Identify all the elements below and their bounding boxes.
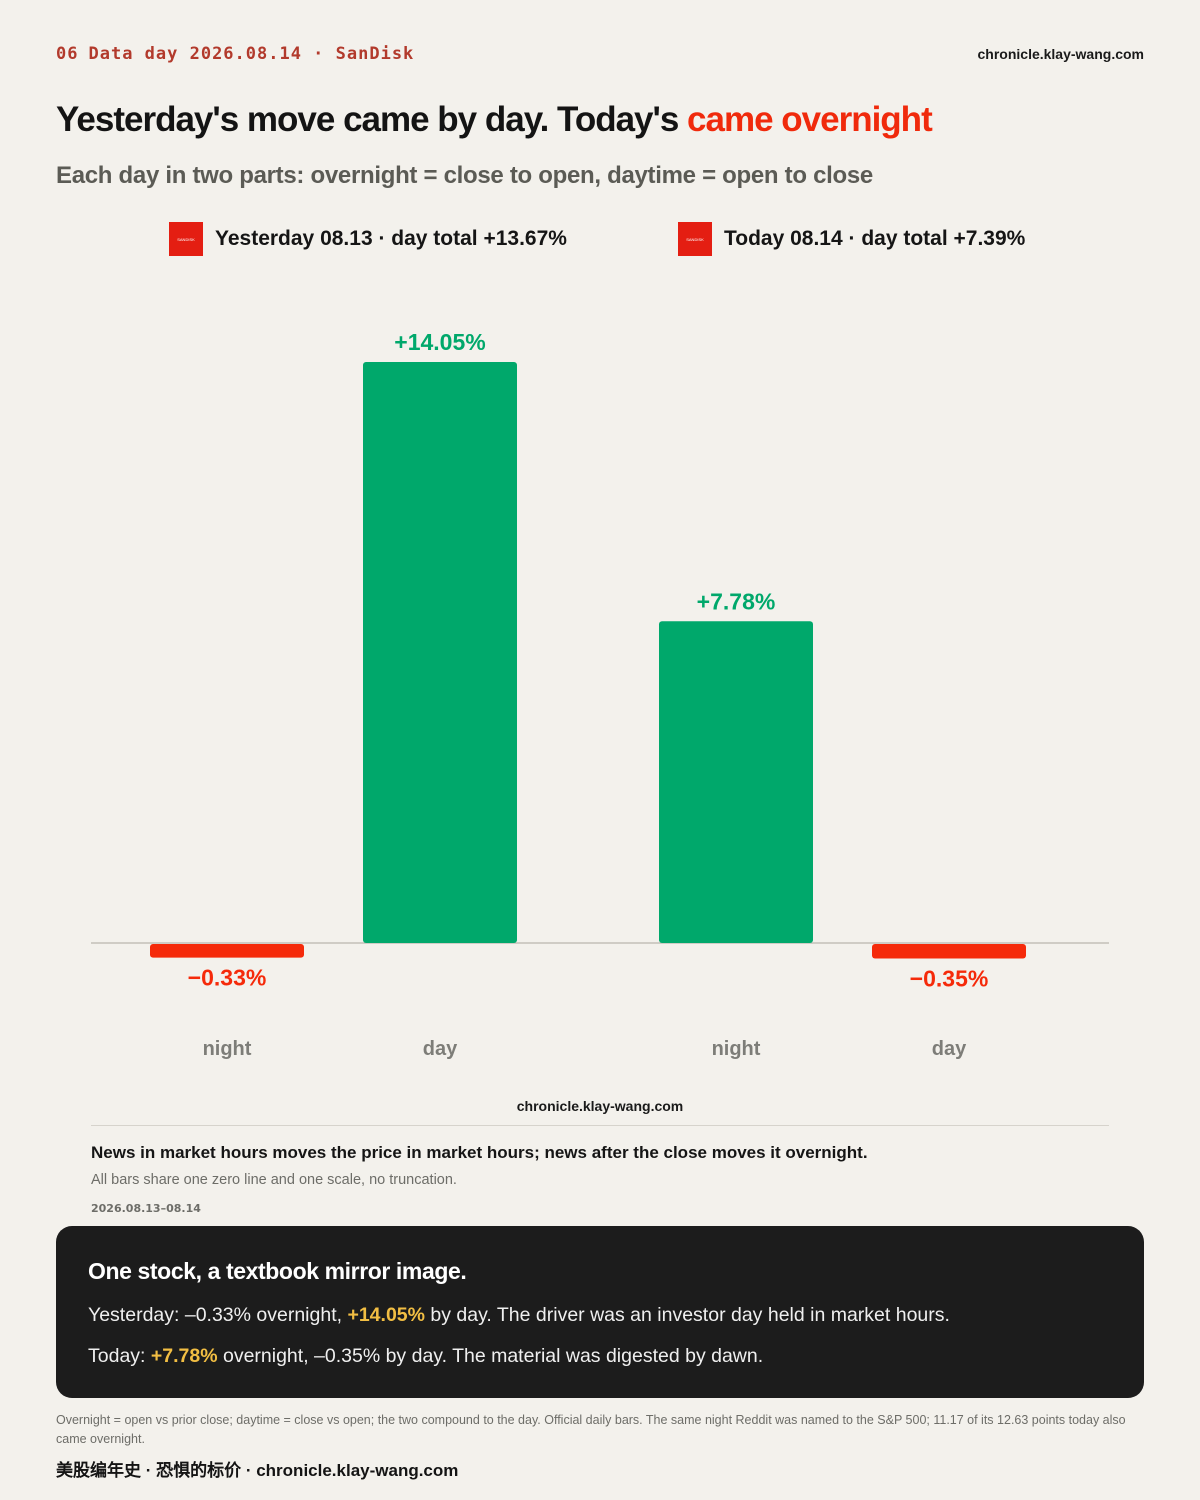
sandisk-logo-icon: SANDISK	[169, 222, 203, 256]
card-text: overnight, –0.35% by day. The material w…	[217, 1345, 764, 1367]
card-text: Yesterday: –0.33% overnight,	[88, 1304, 348, 1326]
page-subtitle: Each day in two parts: overnight = close…	[56, 162, 873, 189]
page-title: Yesterday's move came by day. Today's ca…	[56, 100, 933, 140]
bar-day	[872, 944, 1026, 959]
legend-label: Yesterday 08.13 · day total +13.67%	[215, 227, 567, 250]
bar-day	[363, 362, 517, 944]
legend-item-today: SANDISK Today 08.14 · day total +7.39%	[678, 222, 1025, 256]
card-text: Today:	[88, 1345, 151, 1367]
bar-value-label: −0.33%	[188, 965, 267, 991]
card-highlight: +14.05%	[347, 1304, 425, 1326]
bar-chart: −0.33% night +14.05% day +7.78% night −0.35% da…	[91, 329, 1109, 1060]
card-highlight: +7.78%	[150, 1345, 218, 1367]
legend-item-yesterday: SANDISK Yesterday 08.13 · day total +13.…	[169, 222, 567, 256]
bar-night	[150, 944, 304, 958]
summary-card: One stock, a textbook mirror image. Yest…	[56, 1226, 1144, 1398]
chart-credit: chronicle.klay-wang.com	[516, 1098, 684, 1114]
bar-value-label: +14.05%	[394, 329, 485, 355]
category-label: night	[203, 1038, 252, 1060]
site-link[interactable]: chronicle.klay-wang.com	[977, 46, 1145, 62]
note-sub: All bars share one zero line and one sca…	[91, 1172, 457, 1188]
kicker: 06 Data day 2026.08.14 · SanDisk	[56, 44, 414, 64]
note-main: News in market hours moves the price in …	[91, 1143, 868, 1162]
legend-label: Today 08.14 · day total +7.39%	[724, 227, 1026, 250]
brand-footer: 美股编年史 · 恐惧的标价 · chronicle.klay-wang.com	[56, 1461, 459, 1480]
divider	[91, 1125, 1109, 1126]
bar-value-label: +7.78%	[697, 588, 776, 614]
title-highlight: came overnight	[687, 100, 933, 139]
bar-night	[659, 621, 813, 943]
title-main: Yesterday's move came by day. Today's	[56, 100, 688, 139]
card-line-yesterday: Yesterday: –0.33% overnight, +14.05% by …	[88, 1304, 950, 1327]
note-date: 2026.08.13–08.14	[91, 1202, 201, 1215]
kicker-text: Data day 2026.08.14 · SanDisk	[88, 44, 415, 64]
footnote: Overnight = open vs prior close; daytime…	[56, 1413, 1126, 1446]
card-line-today: Today: +7.78% overnight, –0.35% by day. …	[88, 1345, 763, 1368]
card-title: One stock, a textbook mirror image.	[88, 1258, 467, 1284]
card-text: by day. The driver was an investor day h…	[424, 1304, 950, 1326]
bar-value-label: −0.35%	[910, 965, 989, 991]
sandisk-logo-icon: SANDISK	[678, 222, 712, 256]
category-label: night	[712, 1038, 761, 1060]
page-number: 06	[56, 44, 79, 64]
category-label: day	[932, 1038, 967, 1060]
category-label: day	[423, 1038, 458, 1060]
